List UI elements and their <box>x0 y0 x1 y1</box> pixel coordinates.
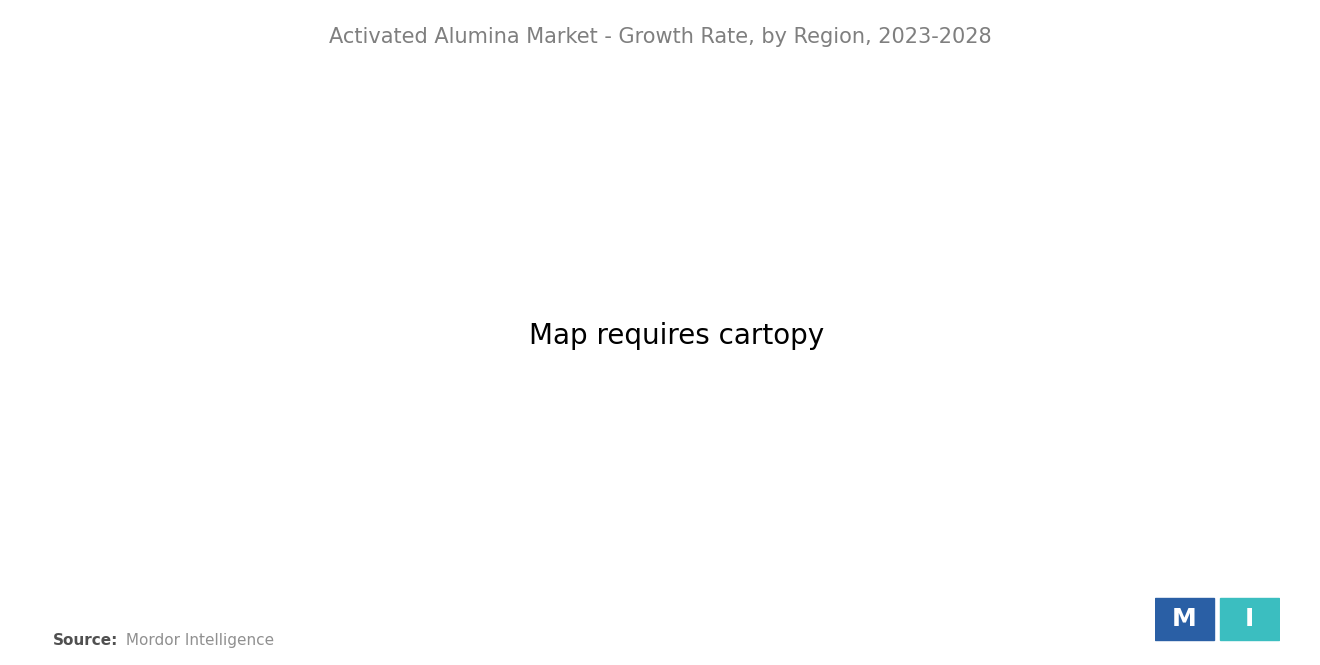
Text: Source:: Source: <box>53 633 119 648</box>
Bar <box>1155 598 1214 640</box>
Text: M: M <box>1172 607 1197 631</box>
Bar <box>1220 598 1279 640</box>
Text: Map requires cartopy: Map requires cartopy <box>529 322 824 350</box>
Text: Activated Alumina Market - Growth Rate, by Region, 2023-2028: Activated Alumina Market - Growth Rate, … <box>329 27 991 47</box>
Text: I: I <box>1245 607 1254 631</box>
Text: Mordor Intelligence: Mordor Intelligence <box>121 633 275 648</box>
